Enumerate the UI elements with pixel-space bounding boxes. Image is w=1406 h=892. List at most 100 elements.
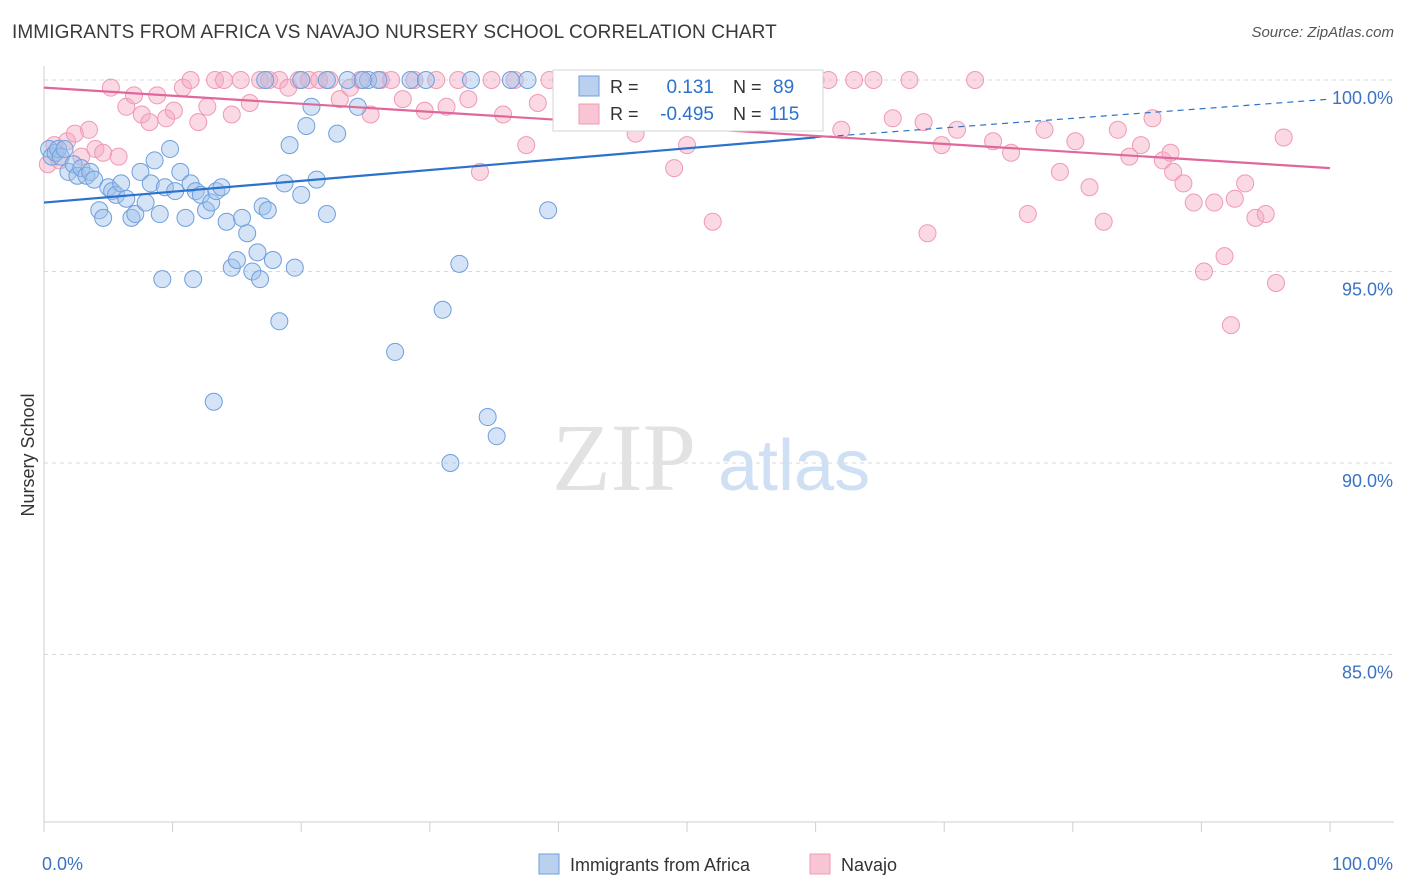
legend-swatch-africa [538, 853, 560, 875]
bottom-legend: Immigrants from Africa Navajo [538, 853, 897, 875]
navajo-point [1225, 189, 1244, 208]
africa-point [317, 205, 336, 224]
africa-point [131, 162, 150, 181]
africa-point [150, 205, 169, 224]
legend-swatch-navajo [809, 853, 831, 875]
navajo-point [703, 212, 722, 231]
africa-point [248, 243, 267, 262]
africa-point [256, 71, 275, 89]
navajo-point [1108, 120, 1127, 139]
navajo-point [914, 113, 933, 132]
navajo-point [222, 105, 241, 124]
africa-point [145, 151, 164, 170]
navajo-point [1153, 151, 1172, 170]
navajo-point [1246, 208, 1265, 227]
africa-trend-line [43, 136, 816, 204]
africa-point [112, 174, 131, 193]
africa-point [353, 71, 372, 89]
stats-n-label-2: N = [733, 104, 762, 124]
stats-r-label-1: R = [610, 77, 639, 97]
africa-point [184, 270, 203, 289]
y-tick-label: 95.0% [1342, 280, 1393, 300]
source-label: Source: ZipAtlas.com [1251, 24, 1394, 41]
stats-legend: R = 0.131 N = 89 R = -0.495 N = 115 [552, 69, 824, 132]
navajo-point [845, 71, 864, 89]
chart-title: IMMIGRANTS FROM AFRICA VS NAVAJO NURSERY… [12, 22, 777, 43]
navajo-point [678, 136, 696, 155]
africa-point [461, 71, 480, 89]
navajo-point [215, 71, 234, 89]
africa-point [171, 162, 190, 181]
navajo-point [1131, 136, 1150, 155]
stats-n-label-1: N = [733, 77, 762, 97]
navajo-point [206, 71, 225, 89]
navajo-point [449, 71, 468, 89]
navajo-point [1164, 162, 1183, 181]
watermark-zip: ZIP [552, 404, 696, 511]
navajo-point [94, 143, 113, 162]
navajo-point [164, 101, 183, 120]
navajo-point [125, 86, 144, 105]
africa-point [441, 454, 460, 472]
africa-point [386, 342, 405, 361]
africa-point [204, 392, 223, 411]
navajo-point [80, 120, 99, 139]
africa-point [297, 116, 316, 135]
stats-n-value-1: 89 [773, 77, 794, 98]
navajo-point [1143, 109, 1162, 128]
watermark-atlas: atlas [718, 426, 870, 506]
navajo-point [140, 113, 159, 132]
stats-swatch-pink [578, 103, 600, 125]
africa-point [85, 170, 104, 189]
x-label-left: 0.0% [42, 854, 83, 874]
navajo-point [189, 113, 208, 132]
navajo-point [1215, 247, 1234, 266]
legend-label-navajo: Navajo [841, 855, 897, 875]
navajo-point [984, 132, 1003, 151]
stats-swatch-blue [578, 75, 600, 97]
africa-point [251, 270, 270, 289]
navajo-point [1256, 205, 1275, 224]
africa-point [55, 139, 74, 158]
navajo-point [181, 71, 200, 89]
navajo-point [1066, 132, 1085, 151]
africa-point [258, 201, 277, 220]
navajo-point [494, 105, 513, 124]
navajo-point [132, 105, 151, 124]
navajo-point [101, 78, 120, 97]
africa-point [153, 270, 172, 289]
africa-point [317, 71, 336, 89]
navajo-point [1184, 193, 1203, 212]
navajo-point [864, 71, 883, 89]
navajo-point [665, 159, 684, 178]
africa-point [518, 71, 537, 89]
navajo-point [1018, 205, 1037, 224]
stats-r-value-2: -0.495 [660, 104, 714, 125]
navajo-point [157, 109, 176, 128]
africa-point [487, 427, 506, 446]
navajo-point [948, 120, 967, 139]
africa-point [359, 71, 378, 89]
y-axis-title: Nursery School [18, 393, 38, 516]
africa-point [176, 208, 195, 227]
y-tick-label: 100.0% [1332, 88, 1393, 108]
navajo-point [427, 71, 446, 89]
africa-point [328, 124, 347, 143]
africa-point [285, 258, 304, 277]
navajo-point [437, 97, 456, 116]
navajo-point [918, 224, 937, 243]
navajo-point [1221, 316, 1240, 335]
y-tick-label: 85.0% [1342, 663, 1393, 683]
navajo-point [1050, 162, 1069, 181]
navajo-point [310, 71, 329, 89]
navajo-point [482, 71, 501, 89]
africa-point [302, 97, 321, 116]
africa-point [450, 254, 469, 273]
africa-point [280, 136, 299, 155]
navajo-point [459, 90, 478, 109]
africa-point [433, 300, 452, 319]
navajo-point [240, 93, 259, 112]
navajo-point [1266, 273, 1285, 292]
africa-point [217, 212, 236, 231]
